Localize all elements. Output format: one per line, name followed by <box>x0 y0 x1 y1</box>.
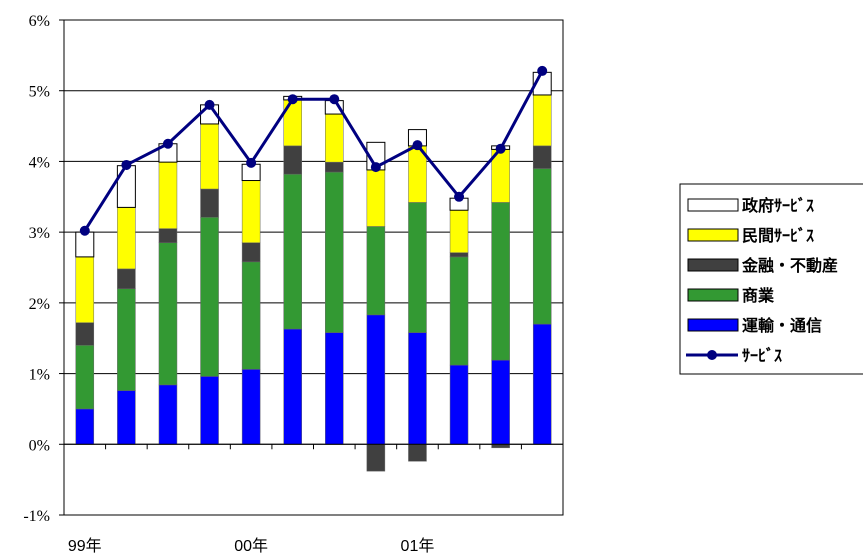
y-tick-label: 2% <box>29 296 50 313</box>
legend-label: 民間ｻｰﾋﾞｽ <box>742 226 814 245</box>
bar-segment <box>325 113 344 163</box>
bar-segment <box>75 408 95 445</box>
service-line-marker <box>246 157 257 168</box>
bar-segment <box>75 345 95 410</box>
stacked-bars <box>75 71 552 472</box>
gridlines <box>64 90 563 445</box>
service-line-marker <box>162 138 173 149</box>
y-tick-label: 6% <box>29 13 50 30</box>
legend-swatch <box>687 198 739 212</box>
service-line-marker <box>537 65 548 76</box>
bar-segment <box>241 369 261 445</box>
bar-segment <box>75 322 95 346</box>
bar-segment <box>117 268 136 289</box>
bar-segment <box>532 168 552 325</box>
bar-segment <box>117 207 136 270</box>
bar-segment <box>241 261 261 370</box>
legend-swatch <box>687 258 739 272</box>
x-axis-ticks: 99年 00年 01年 <box>68 537 434 555</box>
legend-label: 商業 <box>742 286 775 305</box>
legend-marker <box>707 350 717 360</box>
bar-segment <box>366 444 386 472</box>
service-line-marker <box>287 94 298 105</box>
y-tick-label: 3% <box>29 225 50 242</box>
bar-segment <box>449 256 469 366</box>
service-line-marker <box>412 140 423 151</box>
bar-segment <box>200 188 219 218</box>
plot-area-frame <box>63 19 564 516</box>
service-line-marker <box>370 162 381 173</box>
bar-segment <box>366 169 386 227</box>
bar-segment <box>532 94 552 147</box>
service-line-marker <box>79 225 90 236</box>
bar-segment <box>408 202 427 333</box>
y-tick-label: 5% <box>29 84 50 101</box>
legend-swatch <box>687 288 739 302</box>
bar-segment <box>283 173 302 330</box>
bar-segment <box>200 217 219 377</box>
bar-segment <box>366 314 386 445</box>
bar-segment <box>158 384 178 445</box>
legend-label: 金融・不動産 <box>741 256 838 275</box>
bar-segment <box>532 145 552 169</box>
bar-segment <box>408 332 427 445</box>
bar-segment <box>491 359 510 445</box>
bar-segment <box>449 252 469 258</box>
x-tick-label: 00年 <box>234 537 268 555</box>
bar-segment <box>491 202 510 361</box>
service-line-marker <box>121 159 132 170</box>
bar-segment <box>532 323 552 445</box>
axes <box>63 19 564 516</box>
bar-segment <box>449 364 469 445</box>
bar-segment <box>158 161 178 229</box>
bar-segment <box>241 242 261 263</box>
bar-segment <box>200 123 219 190</box>
y-tick-label: 0% <box>29 437 50 454</box>
x-tick-label: 99年 <box>68 537 102 555</box>
bar-segment <box>366 226 386 316</box>
service-line-marker <box>204 99 215 110</box>
legend-swatch <box>687 228 739 242</box>
bar-segment <box>283 328 302 445</box>
service-total-line <box>79 65 548 236</box>
legend-label: 政府ｻｰﾋﾞｽ <box>742 196 814 215</box>
y-tick-label: 1% <box>29 367 50 384</box>
bar-segment <box>449 209 469 253</box>
bar-segment <box>75 231 95 258</box>
y-tick-label: -1% <box>23 508 50 525</box>
bar-segment <box>158 242 178 386</box>
bar-segment <box>116 165 136 208</box>
service-line-marker <box>329 94 340 105</box>
y-tick-label: 4% <box>29 154 50 171</box>
bar-segment <box>325 171 344 333</box>
bar-segment <box>325 332 344 445</box>
legend-label: 運輸・通信 <box>742 316 822 335</box>
bar-segment <box>241 180 261 243</box>
bar-segment <box>408 444 427 462</box>
service-line-marker <box>495 143 506 154</box>
legend-box <box>679 183 863 375</box>
bar-segment <box>75 256 95 323</box>
bar-segment <box>158 228 178 244</box>
legend-swatch <box>687 318 739 332</box>
bar-segment <box>117 288 136 391</box>
x-tick-label: 01年 <box>401 537 435 555</box>
bar-segment <box>117 390 136 445</box>
service-line-marker <box>454 191 465 202</box>
bar-segment <box>325 161 344 173</box>
legend-label: ｻｰﾋﾞｽ <box>742 346 782 365</box>
bar-segment <box>283 145 302 175</box>
bar-segment <box>200 376 219 445</box>
service-line-path <box>83 70 544 232</box>
y-axis-ticks: 6% 5% 4% 3% 2% 1% 0% -1% <box>23 13 64 525</box>
bar-segment <box>491 444 510 449</box>
